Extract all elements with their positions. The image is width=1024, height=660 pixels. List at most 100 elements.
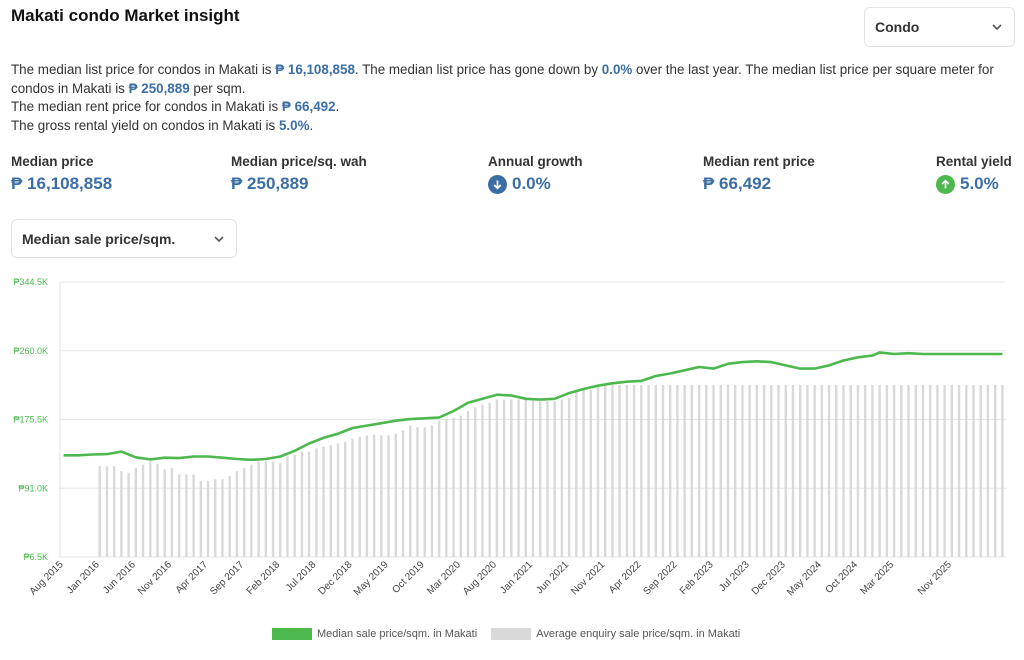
bar	[502, 399, 506, 557]
bar	[589, 389, 592, 557]
bar	[286, 456, 289, 557]
bar	[466, 410, 470, 557]
x-tick-label: Oct 2024	[824, 559, 861, 596]
bar	[625, 384, 629, 557]
bar	[228, 476, 231, 557]
metric-dropdown[interactable]: Median sale price/sqm.	[11, 219, 237, 258]
x-tick-label: Apr 2017	[174, 559, 211, 596]
stat-median-price: Median price ₱ 16,108,858	[11, 154, 112, 194]
x-tick-label: Aug 2020	[461, 559, 499, 597]
bar	[993, 384, 997, 557]
bar	[936, 384, 939, 557]
x-tick-label: Mar 2025	[859, 559, 897, 597]
bar	[177, 474, 181, 557]
bar	[214, 479, 217, 557]
bar	[307, 451, 311, 557]
bar	[105, 466, 109, 557]
bar	[965, 384, 968, 557]
x-tick-label: Sep 2017	[208, 559, 246, 597]
bar	[683, 384, 686, 557]
bar	[329, 445, 333, 557]
median-price-line	[63, 351, 1003, 462]
bar	[365, 435, 369, 557]
bar	[315, 448, 318, 557]
bar	[849, 384, 852, 557]
bar	[488, 402, 491, 557]
chevron-down-icon	[214, 235, 224, 242]
x-tick-label: Nov 2025	[916, 559, 954, 597]
x-tick-label: Jun 2021	[534, 559, 571, 596]
bar	[141, 464, 145, 557]
bar	[661, 384, 665, 557]
y-tick-label: ₱175.5K	[13, 415, 48, 425]
x-tick-label: Dec 2018	[317, 559, 355, 597]
bar	[474, 407, 477, 557]
bar	[755, 384, 759, 557]
bar	[712, 384, 715, 557]
bar	[445, 419, 448, 557]
stat-label: Median rent price	[703, 154, 815, 169]
bar	[741, 384, 744, 557]
summary-median-price: ₱ 16,108,858	[275, 62, 355, 77]
arrow-up-circle-icon	[936, 174, 955, 194]
bar	[972, 384, 975, 557]
stat-value: 5.0%	[960, 174, 999, 193]
bar	[1001, 384, 1004, 557]
summary-text: over the last year. The median list pric…	[11, 62, 994, 96]
bar	[567, 397, 571, 557]
stat-value: ₱ 66,492	[703, 174, 772, 193]
bar	[380, 435, 383, 557]
bar	[950, 384, 954, 557]
bar	[372, 434, 376, 557]
x-tick-label: Aug 2015	[28, 559, 66, 597]
bar	[863, 384, 867, 557]
bar	[163, 469, 166, 557]
stat-rental-yield: Rental yield 5.0%	[936, 154, 1012, 194]
bar	[351, 438, 354, 557]
summary-rent: ₱ 66,492	[281, 99, 336, 114]
property-type-dropdown[interactable]: Condo	[864, 7, 1015, 47]
legend-item-median[interactable]: Median sale price/sqm. in Makati	[272, 628, 477, 640]
bar	[293, 454, 296, 557]
bar	[517, 399, 520, 557]
bar	[185, 474, 188, 557]
bar	[596, 384, 600, 557]
price-chart: ₱6.5K ₱91.0K ₱175.5K ₱260.0K ₱344.5K Aug 2015…	[13, 277, 1006, 598]
bar	[878, 384, 881, 557]
bar	[170, 467, 174, 557]
legend-swatch	[491, 628, 532, 640]
bar	[336, 443, 340, 557]
bar	[430, 425, 434, 557]
bar	[394, 433, 397, 557]
bar	[820, 384, 824, 557]
bar	[531, 399, 535, 557]
stat-label: Annual growth	[488, 154, 583, 169]
legend-item-enquiry[interactable]: Average enquiry sale price/sqm. in Makat…	[491, 628, 740, 640]
bar	[719, 384, 722, 557]
bar	[813, 384, 816, 557]
bar	[979, 384, 982, 557]
bar	[149, 461, 152, 557]
bar	[885, 384, 889, 557]
bar	[957, 384, 961, 557]
summary-text: The median list price for condos in Maka…	[11, 62, 276, 77]
summary-text: The gross rental yield on condos in Maka…	[11, 117, 279, 133]
bar	[676, 384, 679, 557]
bar	[459, 415, 462, 557]
bar	[416, 427, 419, 557]
bar	[553, 401, 556, 557]
bar	[798, 384, 802, 557]
stat-value: ₱ 16,108,858	[11, 174, 113, 193]
summary-change: 0.0%	[601, 62, 633, 77]
bar	[770, 384, 773, 557]
bar	[726, 384, 730, 557]
summary-text: per sqm.	[189, 80, 246, 96]
bar	[524, 399, 527, 557]
stat-label: Median price/sq. wah	[231, 154, 367, 169]
bar	[156, 463, 159, 557]
bar	[322, 446, 325, 557]
x-tick-label: May 2024	[785, 559, 824, 598]
bar	[344, 441, 347, 557]
summary-line-2: The median rent price for condos in Maka…	[11, 98, 1016, 117]
bar	[300, 451, 304, 557]
